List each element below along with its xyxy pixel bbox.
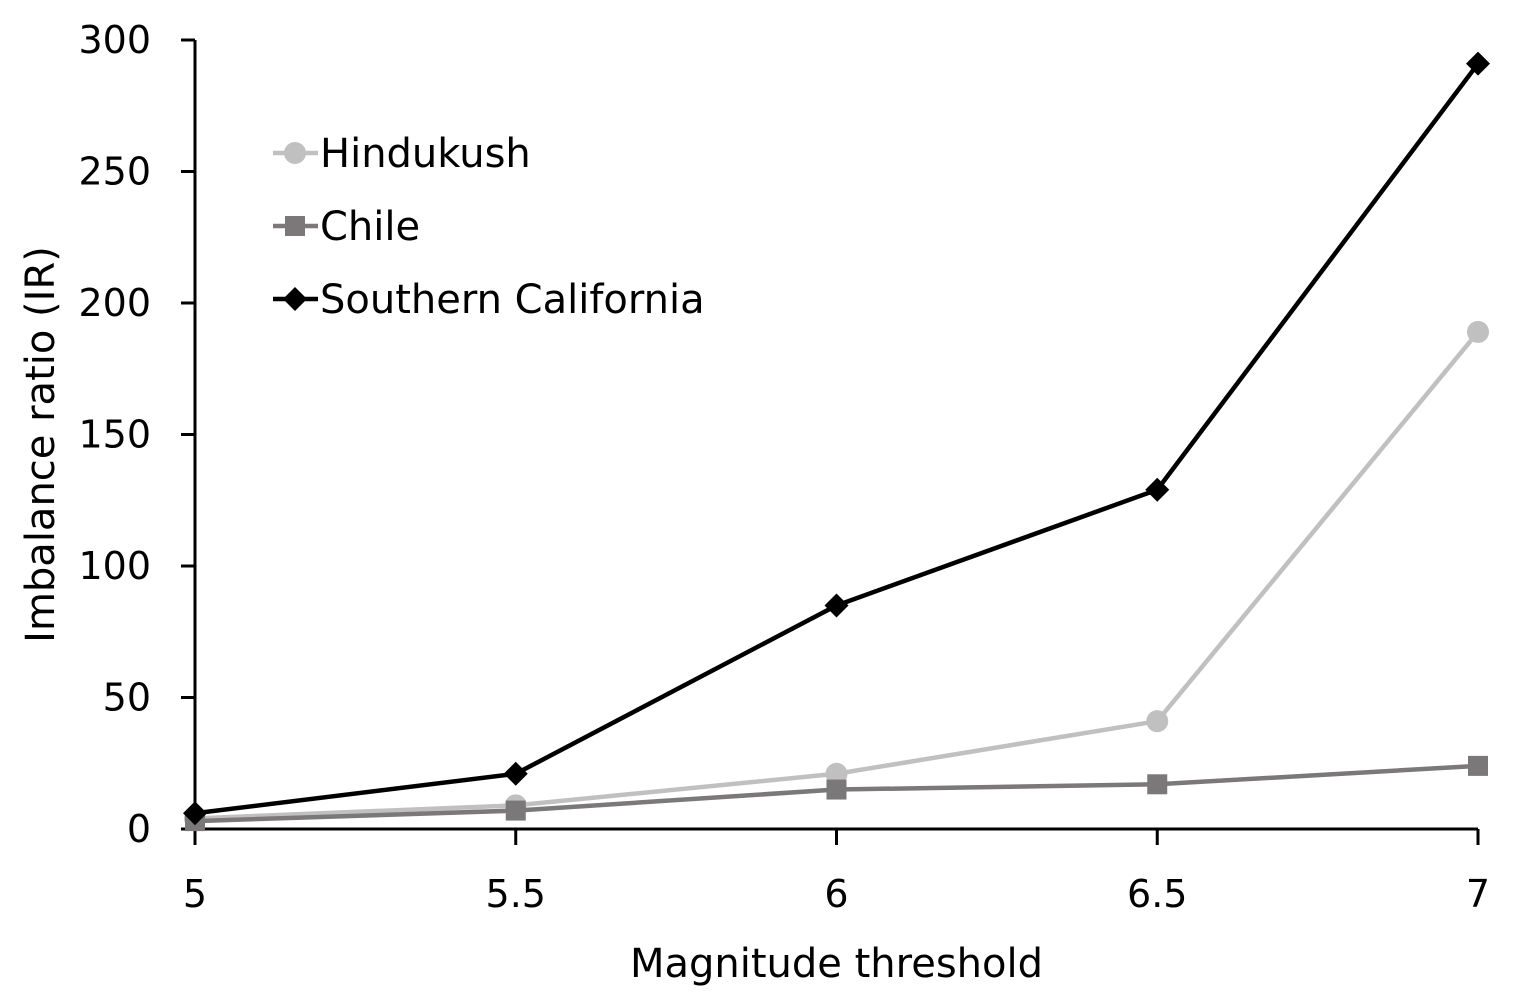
- x-tick-label: 6.5: [1127, 872, 1187, 916]
- axes: 0 50 100 150 200 250 300 5 5.5 6 6.5 7: [78, 18, 1490, 916]
- data-point: [505, 800, 526, 821]
- x-tick-label: 5.5: [486, 872, 546, 916]
- y-tick-label: 300: [78, 18, 151, 62]
- legend-label: Chile: [320, 204, 420, 250]
- y-tick-label: 200: [78, 281, 151, 325]
- legend: Hindukush Chile Southern California: [273, 131, 705, 323]
- y-tick-label: 0: [127, 807, 151, 851]
- y-tick-label: 50: [103, 676, 151, 720]
- data-point: [824, 593, 849, 618]
- legend-label: Southern California: [320, 277, 705, 323]
- data-point: [1468, 755, 1488, 776]
- data-point: [825, 762, 848, 785]
- legend-marker: [284, 142, 306, 164]
- legend-entry: Southern California: [273, 277, 705, 323]
- data-point: [826, 779, 847, 800]
- x-tick-label: 5: [183, 872, 207, 916]
- y-tick-label: 150: [78, 413, 151, 457]
- series-layer: [183, 51, 1490, 832]
- y-tick-label: 250: [78, 150, 151, 194]
- legend-marker: [283, 287, 307, 311]
- data-point: [1466, 51, 1490, 76]
- data-point: [1145, 477, 1170, 502]
- x-tick-label: 7: [1466, 872, 1490, 916]
- series-hindukush: [184, 320, 1489, 830]
- data-point: [1146, 710, 1169, 733]
- x-tick-label: 6: [824, 872, 848, 916]
- data-point: [503, 761, 528, 786]
- x-axis-title: Magnitude threshold: [630, 941, 1043, 987]
- y-axis-title: Imbalance ratio (IR): [18, 246, 64, 643]
- data-point: [1147, 774, 1168, 795]
- series-line: [194, 330, 1480, 821]
- legend-marker: [285, 216, 305, 236]
- legend-entry: Hindukush: [273, 131, 531, 177]
- legend-label: Hindukush: [320, 131, 531, 177]
- series-southern-california: [183, 51, 1490, 826]
- legend-entry: Chile: [273, 204, 420, 250]
- data-point: [183, 801, 207, 826]
- data-point: [1467, 320, 1489, 343]
- y-tick-label: 100: [78, 544, 151, 588]
